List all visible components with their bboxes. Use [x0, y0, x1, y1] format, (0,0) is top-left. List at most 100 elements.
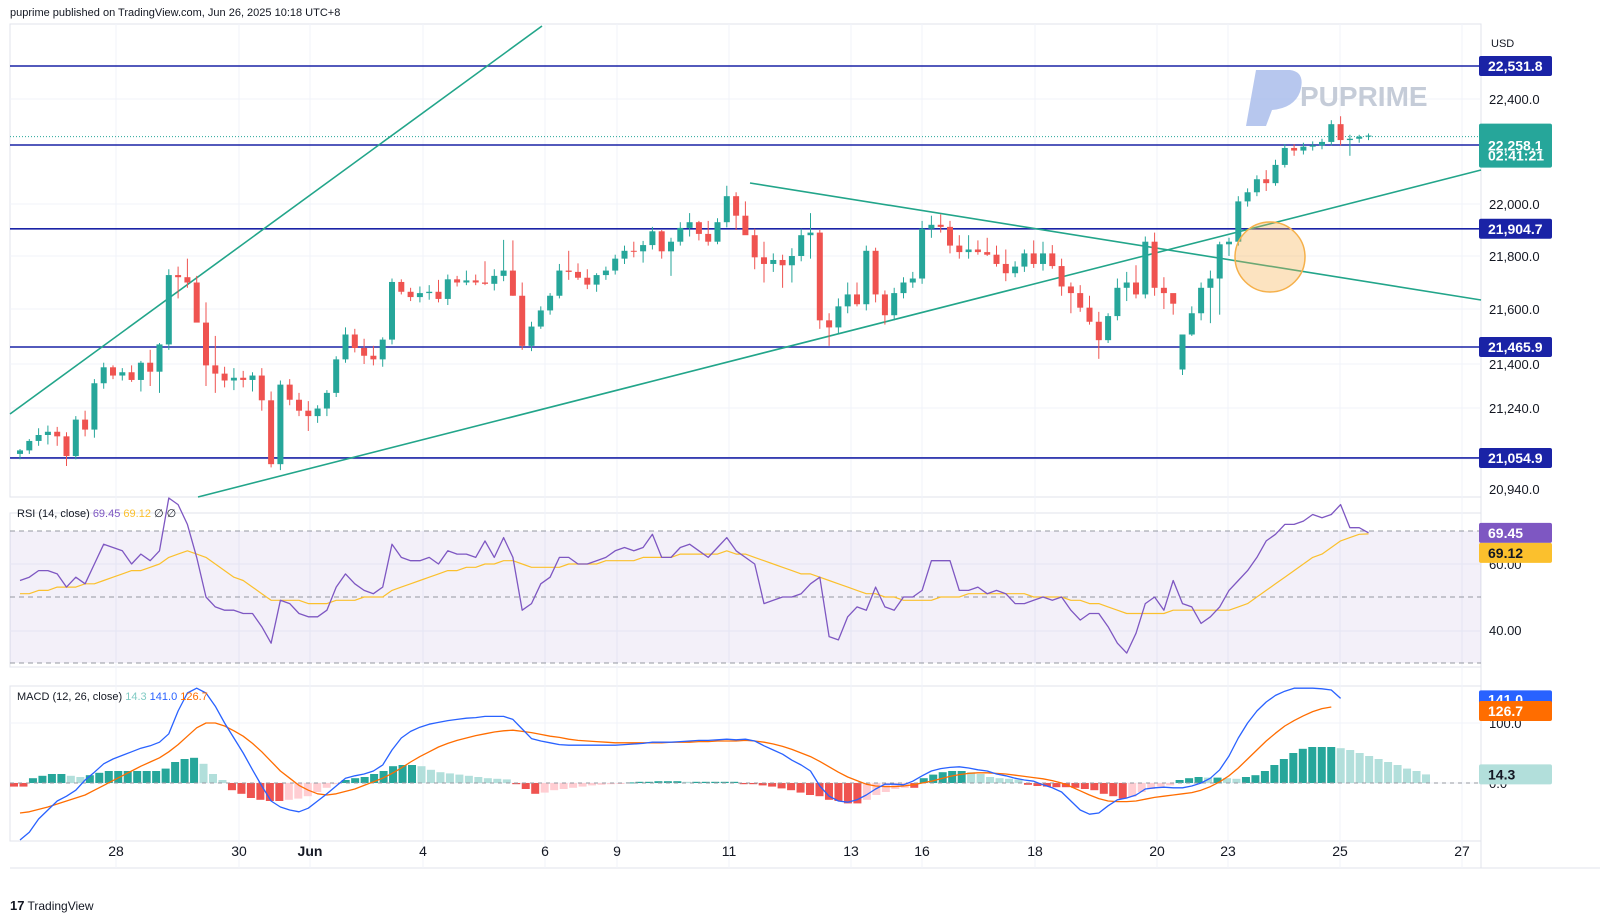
candle-body — [593, 275, 600, 285]
macd-histogram-bar — [843, 783, 852, 804]
candle-body — [612, 258, 619, 271]
macd-histogram-bar — [1204, 777, 1213, 783]
rsi-pane-frame — [9, 512, 1482, 668]
macd-histogram-bar — [152, 771, 161, 783]
signal-legend-value: 126.7 — [180, 691, 208, 703]
candle-body — [1123, 282, 1130, 288]
macd-histogram-bar — [1071, 783, 1080, 788]
candle-body — [1291, 147, 1298, 151]
macd-histogram-bar — [114, 771, 123, 783]
candle-body — [1077, 293, 1084, 308]
candle-body — [100, 367, 107, 384]
candle-body — [147, 362, 154, 372]
candle-body — [881, 294, 888, 316]
macd-line — [19, 687, 1342, 841]
puprime-logo-mark — [1246, 70, 1302, 126]
macd-histogram-bar — [1156, 783, 1165, 787]
time-axis-tick: 9 — [613, 843, 621, 859]
macd-histogram-bar — [95, 772, 104, 783]
candle-body — [695, 222, 702, 234]
candle-body — [1235, 201, 1242, 242]
macd-histogram-bar — [19, 783, 28, 787]
breakout-highlight-circle — [1234, 221, 1306, 293]
candle-body — [333, 359, 340, 393]
macd-histogram-bar — [919, 778, 928, 783]
rsi-legend-markers: ∅ ∅ — [154, 508, 176, 520]
price-axis-tick: 22,000.0 — [1489, 197, 1540, 212]
macd-histogram-bar — [1023, 783, 1032, 785]
candle-body — [342, 334, 349, 360]
candle-body — [956, 245, 963, 253]
macd-histogram-bar — [474, 777, 483, 783]
macd-histogram-bar — [1213, 777, 1222, 783]
macd-histogram-bar — [398, 765, 407, 783]
candle-body — [1058, 266, 1065, 287]
candle-body — [1328, 124, 1335, 142]
macd-histogram-bar — [265, 783, 274, 801]
candle-body — [1216, 244, 1223, 279]
candle-body — [314, 408, 321, 417]
macd-histogram-bar — [796, 783, 805, 793]
candle-body — [370, 355, 377, 360]
time-axis-tick: 27 — [1454, 843, 1470, 859]
macd-histogram-bar — [1137, 783, 1146, 792]
candle-body — [686, 222, 693, 228]
macd-histogram-bar — [1308, 747, 1317, 783]
macd-histogram-bar — [948, 771, 957, 783]
candle-body — [565, 270, 572, 272]
macd-histogram-bar — [313, 783, 322, 792]
macd-histogram-bar — [853, 783, 862, 804]
macd-histogram-bar — [512, 783, 521, 785]
candle-body — [426, 291, 433, 294]
candle-body — [556, 270, 563, 296]
value-tags: 22,531.822,226.421,904.721,465.921,054.9… — [1479, 56, 1552, 785]
macd-histogram-bar — [1080, 783, 1089, 789]
level-price-tag-bg — [1479, 56, 1552, 76]
macd-histogram-bar — [294, 783, 303, 799]
macd-histogram-bar — [1241, 777, 1250, 783]
candle-body — [389, 281, 395, 340]
candle-body — [1086, 307, 1093, 322]
macd-histogram-bar — [1147, 783, 1156, 789]
rsi-value-tag-bg — [1479, 522, 1552, 543]
macd-histogram-bar — [227, 783, 236, 791]
candle-body — [63, 436, 70, 457]
macd-histogram-bar — [995, 778, 1004, 783]
price-axis-tick: 21,800.0 — [1489, 249, 1540, 264]
macd-histogram-bar — [502, 779, 511, 783]
candle-body — [937, 224, 944, 227]
candle-body — [351, 334, 358, 349]
macd-histogram-bar — [1336, 748, 1345, 783]
candle-body — [17, 450, 23, 454]
macd-histogram-bar — [1412, 771, 1421, 783]
candle-body — [1142, 241, 1149, 295]
macd-histogram-bar — [806, 783, 815, 795]
macd-histogram-bar — [531, 783, 540, 794]
candle-body — [1309, 145, 1316, 147]
macd-histogram-bar — [569, 783, 578, 788]
candle-body — [472, 280, 479, 283]
macd-histogram-bar — [635, 781, 644, 783]
macd-histogram-bar — [1260, 771, 1269, 783]
macd-histogram-bar — [815, 783, 824, 797]
rsi-ma-legend-value: 69.12 — [123, 508, 154, 520]
level-price-tag-bg — [1479, 447, 1552, 468]
candle-body — [1226, 241, 1232, 245]
macd-histogram-bar — [1109, 783, 1118, 797]
macd-histogram-bar — [588, 783, 597, 786]
macd-histogram-bar — [284, 783, 293, 800]
candle-body — [454, 279, 461, 283]
candle-body — [156, 344, 163, 372]
macd-histogram-bar — [1327, 747, 1336, 783]
histogram-value-tag-bg — [1479, 764, 1552, 785]
candle-body — [491, 275, 498, 284]
candle-body — [537, 310, 544, 327]
candle-body — [677, 227, 684, 242]
macd-lines — [10, 687, 1481, 841]
currency-label: USD — [1491, 38, 1514, 50]
macd-histogram-bar — [436, 772, 445, 783]
time-axis-tick: 11 — [722, 843, 737, 859]
candle-body — [323, 392, 330, 409]
